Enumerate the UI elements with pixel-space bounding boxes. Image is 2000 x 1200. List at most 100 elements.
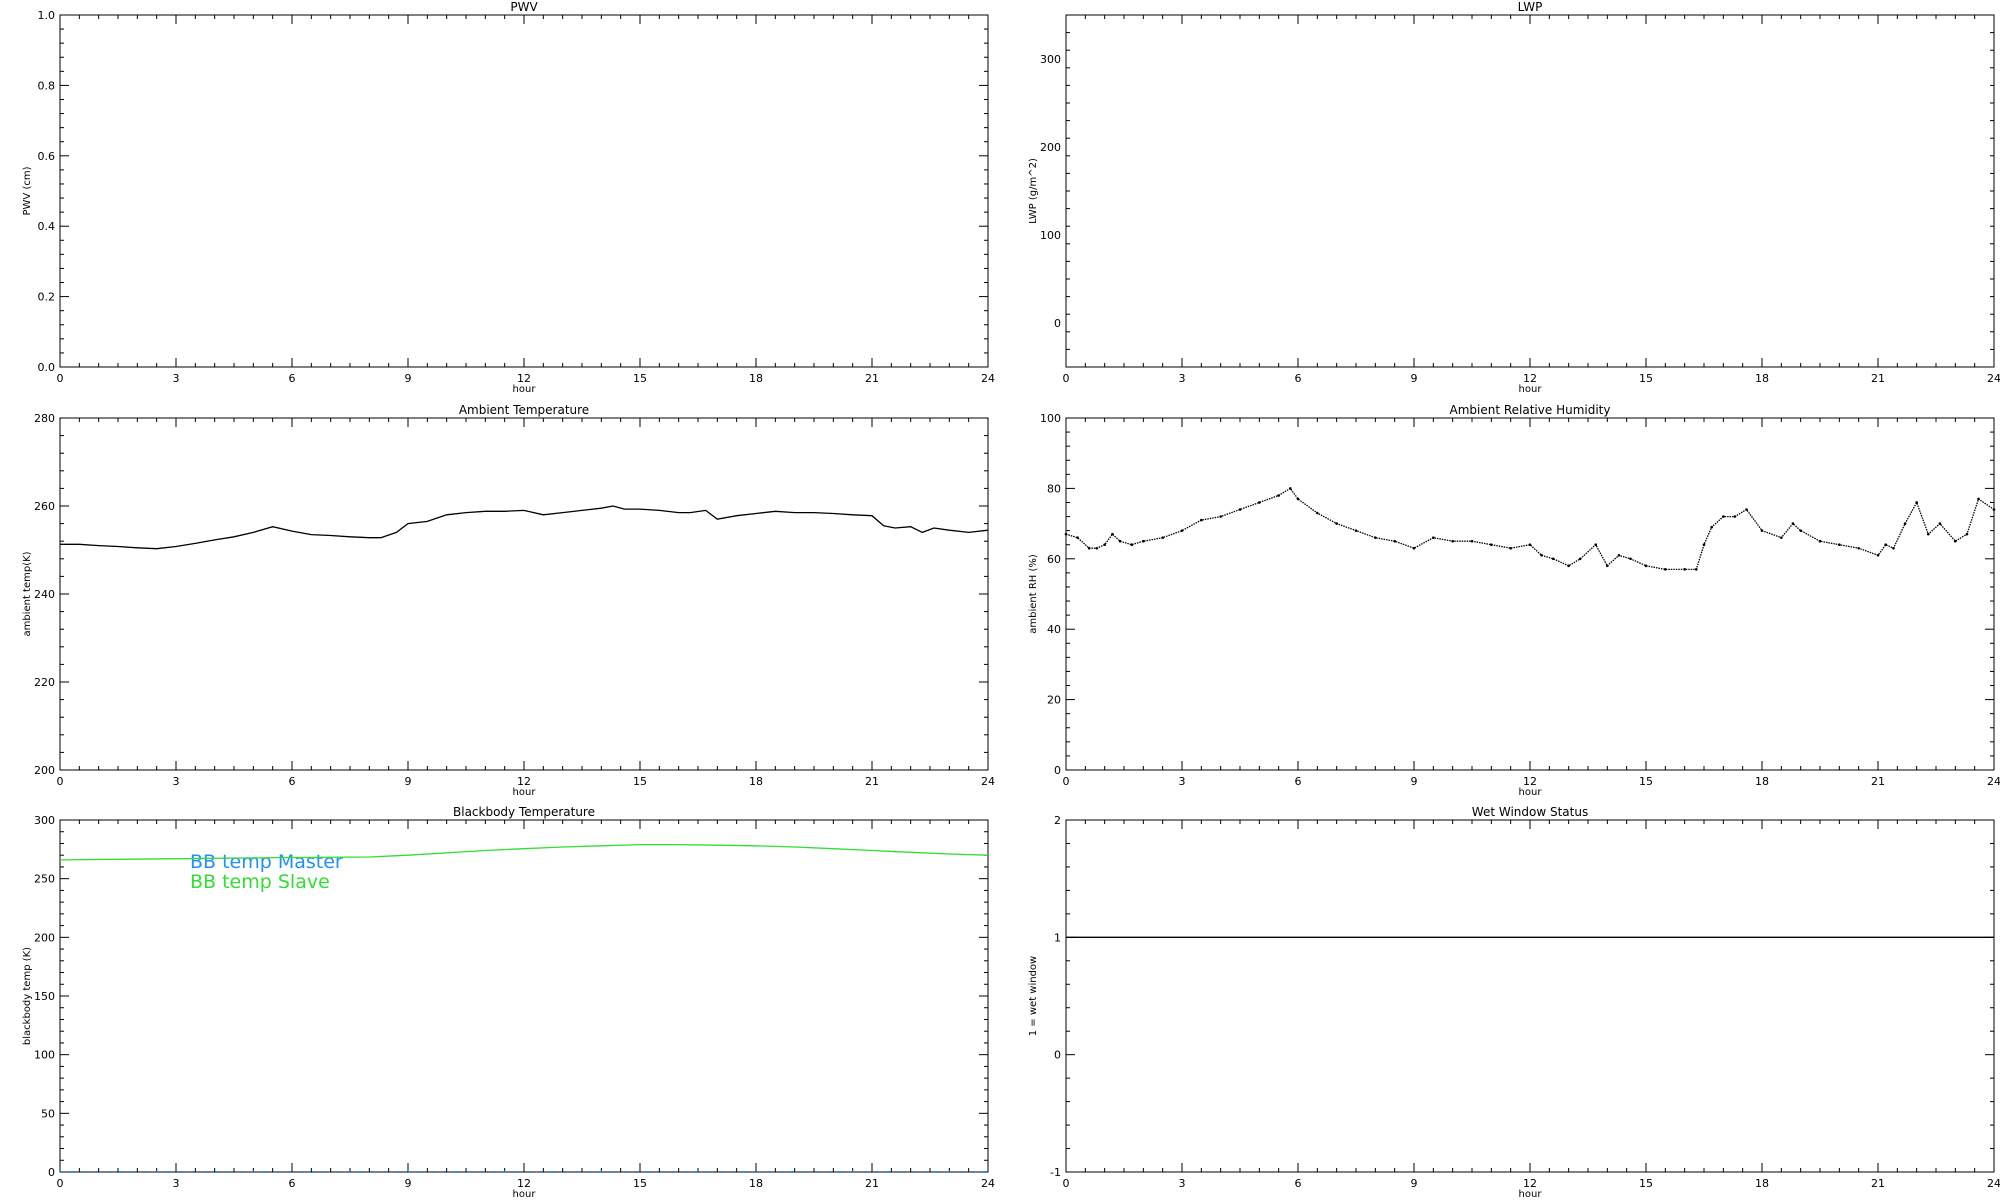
data-point [1238, 508, 1242, 511]
y-axis-label: blackbody temp (K) [22, 947, 33, 1045]
y-tick-label: 0.6 [38, 150, 56, 163]
y-tick-label: 1.0 [38, 9, 56, 22]
x-tick-label: 6 [289, 372, 296, 385]
y-tick-label: 2 [1054, 814, 1061, 827]
x-tick-label: 18 [749, 372, 763, 385]
x-tick-label: 3 [1179, 775, 1186, 788]
legend-entry: BB temp Master [190, 851, 343, 873]
y-tick-label: 200 [34, 764, 55, 777]
x-tick-label: 6 [1295, 775, 1302, 788]
x-tick-label: 6 [1295, 1177, 1302, 1190]
chart-title: LWP [1518, 0, 1543, 14]
chart-title: PWV [510, 0, 538, 14]
data-point [1118, 539, 1122, 543]
data-point [1258, 501, 1261, 504]
panel-ambrh: Ambient Relative Humidity 0 3 6 9 12 15 18 21 24 0… [1028, 403, 2000, 798]
data-point [1288, 487, 1292, 490]
x-axis-label: hour [513, 1189, 537, 1200]
data-point [1892, 546, 1895, 550]
y-tick-label: 40 [1047, 623, 1061, 636]
x-tick-label: 15 [633, 1177, 647, 1190]
x-tick-label: 6 [289, 775, 296, 788]
data-point [1954, 539, 1957, 543]
data-point [1694, 568, 1698, 571]
data-point [1142, 539, 1145, 543]
x-axis-label: hour [1519, 1189, 1543, 1200]
x-tick-label: 3 [1179, 1177, 1186, 1190]
x-tick-label: 24 [981, 372, 995, 385]
data-point [1393, 539, 1396, 543]
chart-title: Ambient Temperature [459, 403, 589, 417]
y-tick-label: 300 [1040, 53, 1061, 66]
x-tick-label: 12 [1523, 372, 1537, 385]
data-point [1818, 539, 1822, 543]
y-tick-label: 100 [1040, 412, 1061, 425]
data-point [1354, 529, 1358, 532]
x-axis-label: hour [513, 384, 537, 395]
data-point [1915, 501, 1918, 504]
x-tick-label: 0 [1063, 1177, 1070, 1190]
data-point [1938, 522, 1942, 525]
x-tick-label: 21 [1871, 775, 1885, 788]
x-tick-label: 9 [405, 775, 412, 788]
y-tick-label: 240 [34, 588, 55, 601]
plot-frame [1065, 819, 1995, 1173]
data-point [1470, 539, 1474, 543]
plot-frame [59, 14, 989, 368]
data-point [1567, 564, 1570, 568]
y-axis-label: PWV (cm) [22, 166, 33, 215]
x-tick-label: 9 [1411, 372, 1418, 385]
data-point [1551, 557, 1555, 561]
x-tick-label: 21 [1871, 1177, 1885, 1190]
y-tick-label: 260 [34, 500, 55, 513]
x-tick-label: 9 [405, 1177, 412, 1190]
x-tick-label: 12 [517, 372, 531, 385]
data-point [1412, 546, 1416, 550]
x-tick-label: 6 [1295, 372, 1302, 385]
series-line-1 [59, 843, 989, 861]
x-tick-label: 24 [981, 775, 995, 788]
y-tick-label: 80 [1047, 482, 1061, 495]
y-tick-label: 0.4 [38, 220, 56, 233]
data-point [1130, 543, 1134, 547]
x-tick-label: 12 [517, 775, 531, 788]
plot-frame [1065, 14, 1995, 368]
data-point [1760, 529, 1764, 532]
data-point [1432, 536, 1435, 539]
plot-frame [59, 417, 989, 771]
data-point [1977, 497, 1980, 501]
y-tick-label: 20 [1047, 694, 1061, 707]
x-tick-label: 18 [749, 775, 763, 788]
x-tick-label: 3 [173, 775, 180, 788]
chart-title: Blackbody Temperature [453, 805, 595, 819]
data-point [1316, 511, 1319, 515]
x-tick-label: 24 [1987, 775, 2000, 788]
y-tick-label: 0 [1054, 764, 1061, 777]
x-tick-label: 24 [1987, 1177, 2000, 1190]
data-point [1644, 564, 1648, 568]
data-point [1277, 494, 1280, 497]
y-tick-label: 280 [34, 412, 55, 425]
data-point [1451, 539, 1454, 543]
x-tick-label: 15 [1639, 1177, 1653, 1190]
panel-pwv: PWV 0 3 6 9 12 15 18 21 24 0.0 0.2 0.4 0.6 0.8 1.0 hour P… [22, 0, 995, 395]
y-tick-label: 200 [34, 931, 55, 944]
data-point [1791, 522, 1795, 525]
x-tick-label: 18 [1755, 1177, 1769, 1190]
data-point [1528, 543, 1532, 547]
x-tick-label: 15 [633, 775, 647, 788]
y-tick-label: 1 [1054, 931, 1061, 944]
x-tick-label: 0 [57, 1177, 64, 1190]
y-tick-label: 100 [1040, 229, 1061, 242]
y-tick-label: 250 [34, 873, 55, 886]
data-point [1857, 546, 1860, 550]
x-axis-label: hour [513, 787, 537, 798]
data-point [1799, 529, 1802, 532]
y-tick-label: 220 [34, 676, 55, 689]
data-point [1219, 515, 1222, 518]
data-point [1111, 532, 1114, 536]
data-point [1335, 522, 1338, 525]
x-tick-label: 18 [1755, 372, 1769, 385]
data-point [1629, 557, 1632, 561]
